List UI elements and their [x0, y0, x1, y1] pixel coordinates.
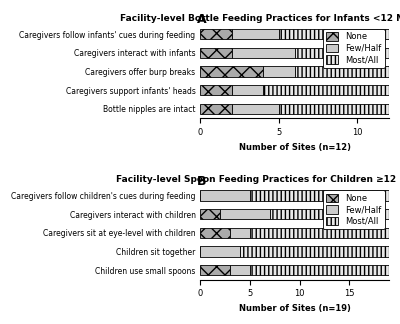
Bar: [232, 48, 295, 58]
Bar: [232, 29, 279, 39]
X-axis label: Number of Sites (n=12): Number of Sites (n=12): [239, 143, 351, 152]
Title: Facility-level Bottle Feeding Practices for Infants <12 Months of Age: Facility-level Bottle Feeding Practices …: [120, 14, 400, 23]
Bar: [279, 29, 389, 39]
Bar: [232, 104, 279, 114]
Bar: [295, 48, 389, 58]
Bar: [240, 246, 389, 257]
Bar: [200, 228, 230, 238]
Bar: [200, 66, 263, 77]
Bar: [295, 66, 389, 77]
Bar: [200, 246, 240, 257]
Legend: None, Few/Half, Most/All: None, Few/Half, Most/All: [323, 190, 385, 229]
Title: Facility-level Spoon Feeding Practices for Children ≥12 Months of Age: Facility-level Spoon Feeding Practices f…: [116, 175, 400, 184]
Bar: [200, 265, 230, 275]
Bar: [230, 228, 250, 238]
X-axis label: Number of Sites (n=19): Number of Sites (n=19): [239, 304, 351, 313]
Bar: [250, 265, 389, 275]
Bar: [220, 209, 270, 219]
Text: B: B: [197, 175, 206, 188]
Legend: None, Few/Half, Most/All: None, Few/Half, Most/All: [323, 29, 385, 68]
Bar: [250, 228, 389, 238]
Bar: [270, 209, 389, 219]
Bar: [200, 190, 250, 201]
Bar: [200, 104, 232, 114]
Text: A: A: [197, 14, 206, 27]
Bar: [230, 265, 250, 275]
Bar: [200, 48, 232, 58]
Bar: [232, 85, 263, 95]
Bar: [263, 85, 389, 95]
Bar: [200, 209, 220, 219]
Bar: [200, 85, 232, 95]
Bar: [200, 29, 232, 39]
Bar: [250, 190, 389, 201]
Bar: [263, 66, 295, 77]
Bar: [279, 104, 389, 114]
